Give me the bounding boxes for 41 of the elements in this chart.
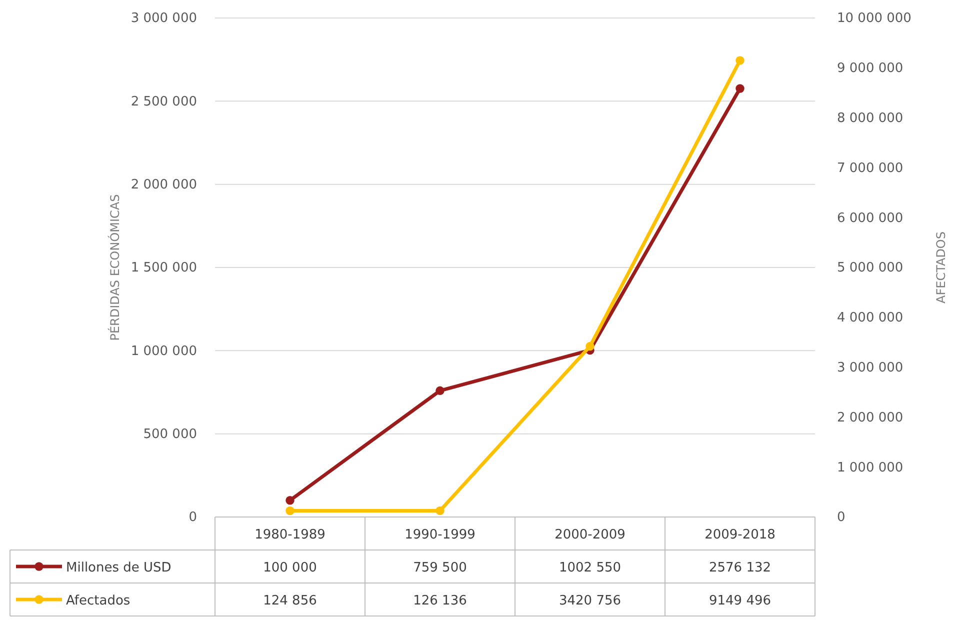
x-tick-label: 1990-1999	[404, 528, 476, 542]
y-axis-title: PÉRDIDAS ECONÓMICAS	[106, 194, 122, 341]
y2-tick-label: 0	[837, 510, 846, 526]
y2-tick-label: 8 000 000	[837, 110, 904, 126]
point	[436, 506, 444, 516]
x-tick-label: 2000-2009	[554, 528, 626, 542]
x-tick-label: 2009-2018	[704, 528, 776, 542]
y-tick-label: 1 500 000	[130, 260, 197, 276]
data-label: 9149 496	[708, 594, 772, 608]
y2-tick-label: 5 000 000	[837, 260, 904, 276]
y2-tick-label: 4 000 000	[837, 310, 904, 326]
y2-tick-label: 9 000 000	[837, 61, 904, 76]
y-tick-label: 0	[188, 510, 197, 526]
data-label: 126 136	[413, 594, 467, 608]
point	[736, 56, 744, 65]
y2-axis-title: AFECTADOS	[934, 232, 948, 304]
point	[286, 506, 294, 516]
point	[436, 386, 444, 396]
data-label: 100 000	[263, 560, 317, 576]
data-label: 1002 550	[558, 560, 622, 576]
y2-tick-label: 10 000 000	[837, 11, 912, 26]
y-tick-label: 3 000 000	[130, 11, 197, 26]
data-label: 3420 756	[558, 594, 622, 608]
y2-tick-label: 6 000 000	[837, 210, 904, 226]
y-tick-label: 1 000 000	[130, 344, 197, 359]
y-tick-label: 2 000 000	[130, 177, 197, 192]
data-label: 2576 132	[708, 560, 772, 576]
y2-tick-label: 1 000 000	[837, 460, 904, 476]
data-label: 759 500	[413, 560, 467, 576]
x-tick-label: 1980-1989	[254, 528, 326, 542]
y-tick-label: 500 000	[143, 426, 197, 442]
y2-tick-label: 7 000 000	[837, 160, 904, 176]
y2-tick-label: 3 000 000	[837, 360, 904, 376]
data-label: 124 856	[263, 594, 317, 608]
point	[286, 496, 294, 505]
y2-tick-label: 2 000 000	[837, 410, 904, 426]
legend-label: Millones de USD	[66, 560, 172, 576]
point	[586, 342, 594, 351]
point	[736, 84, 744, 93]
legend-label: Afectados	[66, 594, 130, 608]
y-tick-label: 2 500 000	[130, 94, 197, 110]
